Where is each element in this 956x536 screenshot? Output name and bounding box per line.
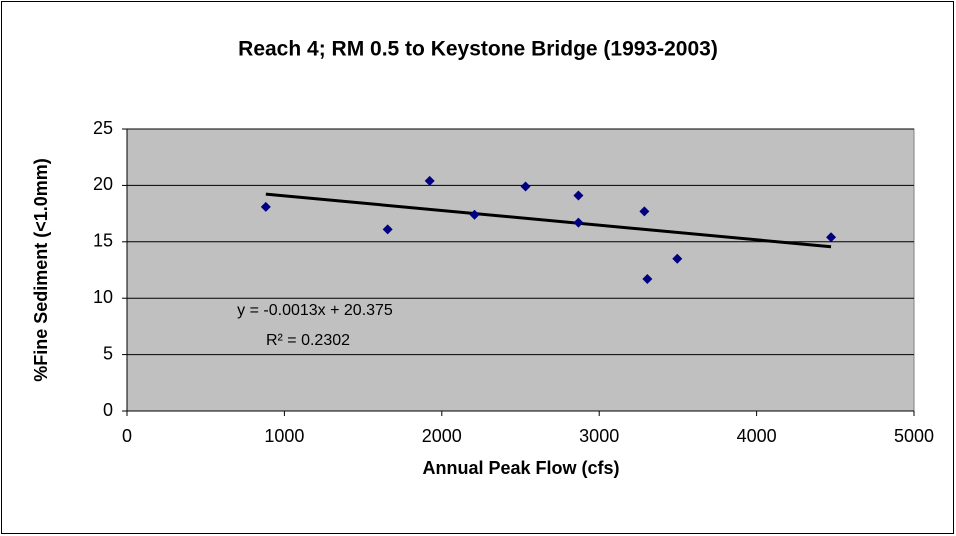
y-axis-label: %Fine Sediment (<1.0mm) bbox=[31, 158, 51, 382]
data-point bbox=[826, 232, 837, 243]
y-tick-label: 0 bbox=[103, 400, 113, 420]
y-tick-label: 20 bbox=[93, 174, 113, 194]
x-tick-label: 0 bbox=[122, 426, 132, 446]
x-tick-label: 3000 bbox=[579, 426, 619, 446]
trendline-equation: y = -0.0013x + 20.375 bbox=[237, 302, 393, 319]
y-tick-label: 25 bbox=[93, 118, 113, 138]
data-point bbox=[469, 209, 480, 220]
x-tick-label: 2000 bbox=[422, 426, 462, 446]
data-point bbox=[639, 206, 650, 217]
data-point bbox=[672, 253, 683, 264]
x-tick-label: 1000 bbox=[264, 426, 304, 446]
data-point bbox=[382, 224, 393, 235]
data-point bbox=[573, 190, 584, 201]
y-tick-label: 15 bbox=[93, 231, 113, 251]
chart-title: Reach 4; RM 0.5 to Keystone Bridge (1993… bbox=[238, 38, 718, 61]
x-axis-label: Annual Peak Flow (cfs) bbox=[422, 458, 619, 478]
x-tick-label: 5000 bbox=[894, 426, 934, 446]
x-tick-label: 4000 bbox=[737, 426, 777, 446]
data-point bbox=[424, 175, 435, 186]
plot-area bbox=[126, 128, 915, 412]
r-squared: R² = 0.2302 bbox=[266, 332, 350, 349]
data-point bbox=[642, 274, 653, 285]
data-point bbox=[573, 217, 584, 228]
data-point bbox=[520, 181, 531, 192]
trendline bbox=[265, 192, 832, 249]
data-point bbox=[260, 201, 271, 212]
y-tick-label: 5 bbox=[103, 343, 113, 363]
y-tick-label: 10 bbox=[93, 287, 113, 307]
